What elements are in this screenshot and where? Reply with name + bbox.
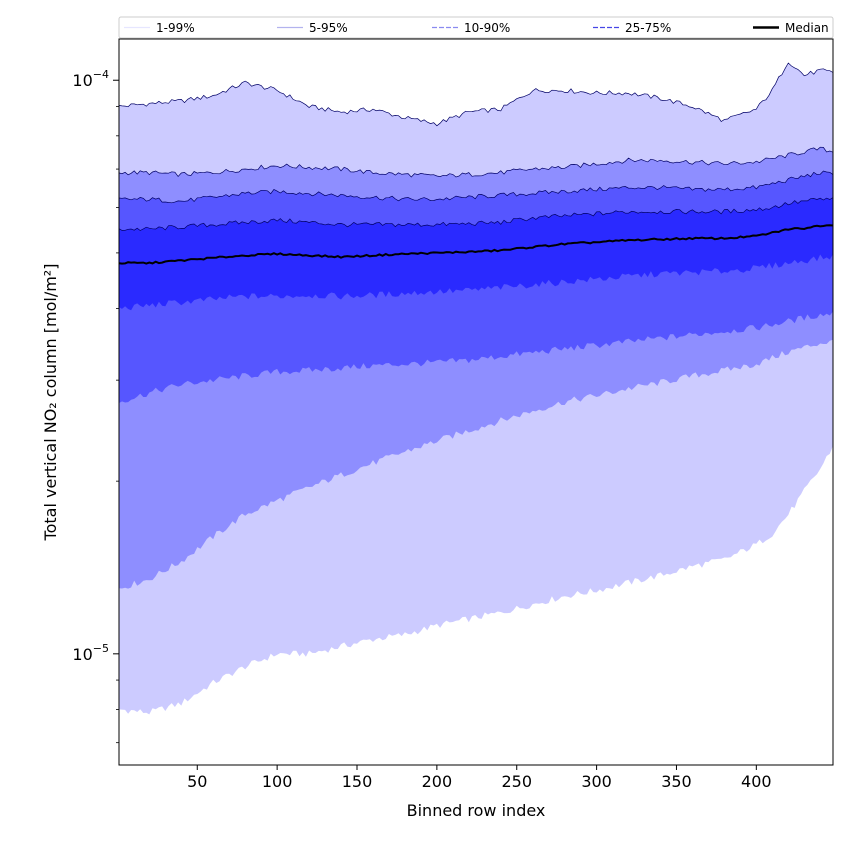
x-axis-label: Binned row index xyxy=(407,801,546,820)
band-upper-edge-5-95% xyxy=(119,146,833,178)
x-tick-label: 400 xyxy=(741,772,772,791)
legend-box xyxy=(118,16,834,39)
y-tick-label: 10−5 xyxy=(72,642,109,664)
axes: 50 100 150 200 250 300 350 400 10−5 10−4 Binned ro… xyxy=(41,38,834,820)
x-tick-label: 100 xyxy=(262,772,293,791)
x-tick-label: 250 xyxy=(501,772,532,791)
band-upper-edge-25-75% xyxy=(119,197,833,231)
band-upper-edge-1-99% xyxy=(119,62,833,127)
y-axis-label: Total vertical NO₂ column [mol/m²] xyxy=(41,264,60,542)
band-25-75% xyxy=(119,197,833,311)
legend-label-5-95%: 5-95% xyxy=(309,21,348,35)
percentile-bands xyxy=(119,63,833,715)
x-tick-label: 300 xyxy=(581,772,612,791)
legend-label-1-99%: 1-99% xyxy=(156,21,195,35)
median-line xyxy=(119,224,833,265)
plot-frame xyxy=(118,38,834,766)
band-upper-edge-10-90% xyxy=(119,170,833,204)
x-tick-label: 200 xyxy=(422,772,453,791)
legend-label-25-75%: 25-75% xyxy=(625,21,671,35)
x-tick-label: 350 xyxy=(661,772,692,791)
legend-label-Median: Median xyxy=(785,21,829,35)
legend: 1-99% 5-95% 10-90% 25-75% Median xyxy=(118,16,834,39)
band-edge-lines xyxy=(119,62,833,231)
legend-label-10-90%: 10-90% xyxy=(464,21,510,35)
x-tick-label: 150 xyxy=(342,772,373,791)
median-series xyxy=(119,224,833,265)
y-tick-label: 10−4 xyxy=(72,68,109,90)
x-tick-label: 50 xyxy=(187,772,207,791)
